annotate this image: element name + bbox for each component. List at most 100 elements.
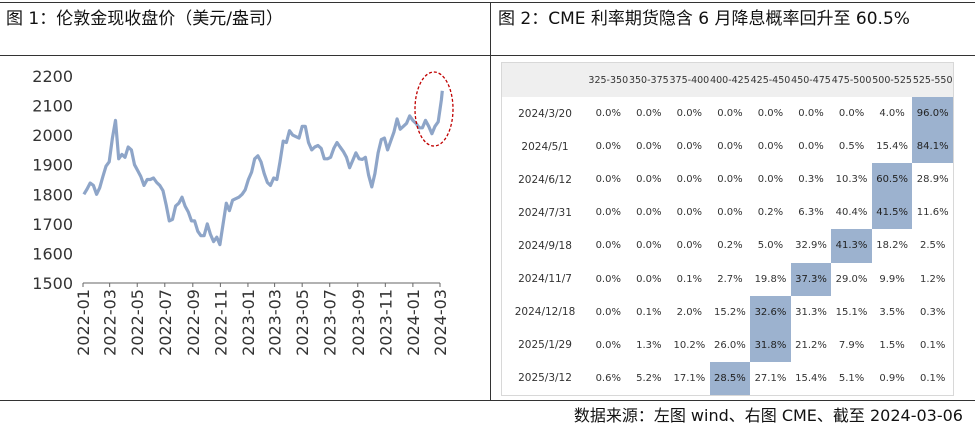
- table-cell-4-8: 2.5%: [919, 240, 946, 252]
- x-tick-label-10: 2023-09: [349, 289, 368, 356]
- table-cell-7-1: 1.3%: [636, 339, 662, 351]
- table-cell-4-4: 5.0%: [757, 240, 784, 252]
- table-cell-6-6: 15.1%: [835, 306, 868, 318]
- table-cell-3-4: 0.2%: [757, 207, 784, 219]
- table-cell-8-7: 0.9%: [879, 372, 905, 384]
- table-cell-4-6: 41.3%: [831, 229, 872, 263]
- column-header-8: 525-550: [912, 63, 953, 97]
- row-label-2: 2024/6/12: [518, 173, 572, 186]
- table-cell-8-5: 15.4%: [795, 372, 827, 384]
- right-chart-title: 图 2：CME 利率期货隐含 6 月降息概率回升至 60.5%: [498, 9, 910, 29]
- table-cell-1-3: 0.0%: [717, 141, 743, 153]
- y-axis: 1500 1600 1700 1800 1900 2000 2100 2200: [32, 67, 73, 293]
- table-cell-6-8: 0.3%: [919, 306, 946, 318]
- y-tick-label-7: 2200: [32, 67, 73, 86]
- table-cell-8-8: 0.1%: [919, 372, 946, 384]
- table-cell-3-1: 0.0%: [636, 207, 662, 219]
- table-cell-5-8: 1.2%: [919, 273, 946, 285]
- column-header-5: 450-475: [790, 63, 832, 97]
- table-cell-6-5: 31.3%: [795, 306, 827, 318]
- row-label-6: 2024/12/18: [514, 306, 576, 319]
- table-cell-0-6: 0.0%: [838, 108, 865, 120]
- x-tick-label-9: 2023-07: [321, 289, 340, 356]
- left-chart-title: 图 1：伦敦金现收盘价（美元/盎司）: [6, 9, 283, 29]
- x-tick-label-7: 2023-03: [266, 289, 285, 356]
- row-label-0: 2024/3/20: [518, 107, 572, 120]
- column-header-3: 400-425: [709, 63, 751, 97]
- row-label-3: 2024/7/31: [518, 206, 572, 219]
- table-row: 2024/11/7 0.0% 0.0% 0.1% 2.7% 19.8% 37.3% 29.0%…: [502, 262, 953, 296]
- table-row: 2025/3/12 0.6% 5.2% 17.1% 28.5% 27.1% 15.4% 5.1…: [502, 361, 953, 395]
- table-cell-6-3: 15.2%: [714, 306, 746, 318]
- table-cell-1-2: 0.0%: [676, 141, 703, 153]
- table-cell-3-7: 41.5%: [871, 196, 913, 230]
- rate-probability-table: 325-350 350-375 375-400 400-425 425-450 450-4…: [501, 62, 954, 396]
- table-cell-0-2: 0.0%: [676, 108, 703, 120]
- y-tick-label-1: 1600: [32, 244, 73, 263]
- table-cell-4-0: 0.0%: [595, 240, 621, 252]
- table-cell-4-5: 32.9%: [795, 240, 827, 252]
- table-cell-8-0: 0.6%: [595, 372, 621, 384]
- table-cell-8-3: 28.5%: [709, 361, 751, 395]
- x-tick-label-13: 2024-03: [431, 289, 450, 356]
- table-cell-3-6: 40.4%: [835, 207, 868, 219]
- table-cell-6-1: 0.1%: [636, 306, 662, 318]
- table-cell-8-6: 5.1%: [838, 372, 865, 384]
- column-header-4: 425-450: [750, 63, 791, 97]
- x-tick-label-11: 2023-11: [376, 289, 395, 356]
- x-tick-label-5: 2022-11: [211, 289, 230, 356]
- table-header-row: 325-350 350-375 375-400 400-425 425-450 450-4…: [502, 63, 953, 97]
- top-border: [0, 2, 975, 3]
- table-cell-7-8: 0.1%: [919, 339, 946, 351]
- table-row: 2024/3/20 0.0% 0.0% 0.0% 0.0% 0.0% 0.0% 0.0% 4.0…: [502, 97, 953, 131]
- table-cell-7-6: 7.9%: [838, 339, 865, 351]
- x-axis: 2022-01 2022-03 2022-05 2022-07 2022-09 2022-…: [74, 282, 450, 356]
- gold-price-chart: 1500 1600 1700 1800 1900 2000 2100 2200 2022-01…: [32, 67, 454, 356]
- row-label-1: 2024/5/1: [521, 140, 569, 153]
- y-tick-label-0: 1500: [32, 274, 73, 293]
- table-cell-4-7: 18.2%: [876, 240, 908, 252]
- table-cell-1-6: 0.5%: [838, 141, 865, 153]
- row-label-4: 2024/9/18: [518, 239, 572, 252]
- highlight-ellipse: [414, 71, 454, 147]
- table-cell-2-3: 0.0%: [717, 174, 743, 186]
- bottom-border: [0, 400, 975, 401]
- table-cell-6-0: 0.0%: [595, 306, 621, 318]
- table-cell-7-7: 1.5%: [879, 339, 905, 351]
- table-row: 2024/6/12 0.0% 0.0% 0.0% 0.0% 0.0% 0.3% 10.3% 60…: [502, 163, 953, 197]
- table-cell-1-0: 0.0%: [595, 141, 621, 153]
- y-tick-label-3: 1800: [32, 185, 73, 204]
- table-cell-1-1: 0.0%: [636, 141, 662, 153]
- table-cell-3-3: 0.0%: [717, 207, 743, 219]
- table-cell-0-5: 0.0%: [798, 108, 824, 120]
- x-tick-label-8: 2023-05: [293, 289, 312, 356]
- table-cell-6-2: 2.0%: [676, 306, 703, 318]
- title-divider: [0, 55, 975, 56]
- table-body: 2024/3/20 0.0% 0.0% 0.0% 0.0% 0.0% 0.0% 0.0% 4.0…: [502, 97, 953, 395]
- table-cell-3-0: 0.0%: [595, 207, 621, 219]
- data-source: 数据来源：左图 wind、右图 CME、截至 2024-03-06: [573, 406, 963, 425]
- row-label-7: 2025/1/29: [518, 339, 572, 352]
- table-cell-4-2: 0.0%: [676, 240, 703, 252]
- table-cell-2-2: 0.0%: [676, 174, 703, 186]
- table-cell-5-6: 29.0%: [835, 273, 868, 285]
- table-row: 2024/5/1 0.0% 0.0% 0.0% 0.0% 0.0% 0.0% 0.5% 15.4…: [502, 130, 953, 164]
- table-cell-1-7: 15.4%: [876, 141, 908, 153]
- table-cell-2-8: 28.9%: [916, 174, 949, 186]
- table-cell-0-8: 96.0%: [912, 97, 953, 131]
- y-tick-label-6: 2100: [32, 97, 73, 116]
- table-cell-6-7: 3.5%: [879, 306, 905, 318]
- x-tick-label-4: 2022-09: [184, 289, 203, 356]
- gold-price-line: [82, 90, 444, 247]
- x-tick-label-1: 2022-03: [101, 289, 120, 356]
- table-cell-5-1: 0.0%: [636, 273, 662, 285]
- y-tick-label-2: 1700: [32, 215, 73, 234]
- table-cell-8-2: 17.1%: [673, 372, 706, 384]
- table-row: 2024/7/31 0.0% 0.0% 0.0% 0.0% 0.2% 6.3% 40.4% 41…: [502, 196, 953, 230]
- table-row: 2025/1/29 0.0% 1.3% 10.2% 26.0% 31.8% 21.2% 7.9…: [502, 328, 953, 362]
- column-header-2: 375-400: [669, 63, 710, 97]
- table-cell-0-4: 0.0%: [757, 108, 784, 120]
- table-cell-2-5: 0.3%: [798, 174, 824, 186]
- table-cell-7-4: 31.8%: [750, 328, 791, 362]
- panel-divider: [490, 2, 491, 400]
